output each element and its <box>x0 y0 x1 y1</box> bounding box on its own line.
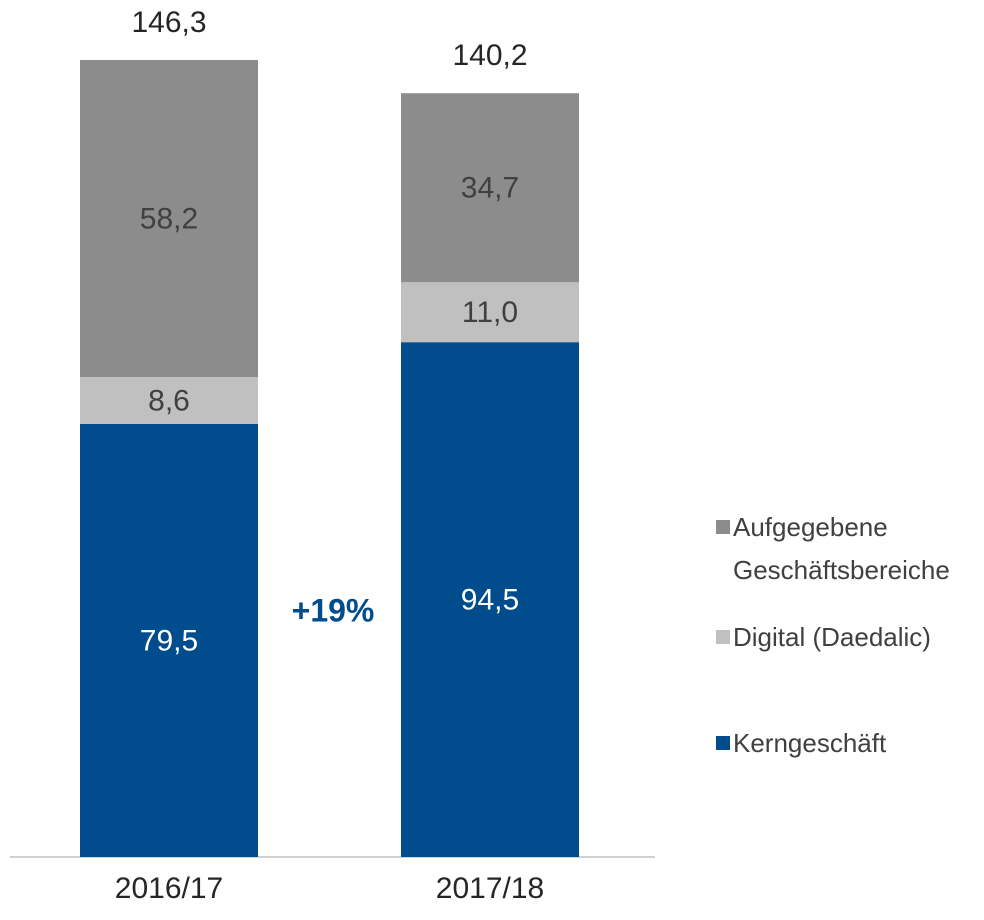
bar-segment <box>80 377 258 424</box>
total-label: 146,3 <box>131 6 206 39</box>
x-tick-label: 2017/18 <box>436 872 544 905</box>
legend-swatch <box>716 736 730 750</box>
annotation: +19% <box>292 592 375 628</box>
value-label: 34,7 <box>461 172 519 205</box>
value-label: 94,5 <box>461 584 519 617</box>
value-label: 8,6 <box>148 384 190 417</box>
value-label: 79,5 <box>140 624 198 657</box>
legend-item: Kerngeschäft <box>716 722 984 765</box>
legend-label: Aufgegebene Geschäftsbereiche <box>733 512 950 585</box>
legend-label: Digital (Daedalic) <box>733 622 931 652</box>
legend-item: Digital (Daedalic) <box>716 616 984 659</box>
value-label: 58,2 <box>140 202 198 235</box>
value-label: 11,0 <box>462 296 518 329</box>
legend-item: Aufgegebene Geschäftsbereiche <box>716 506 984 592</box>
legend-swatch <box>716 520 730 534</box>
bar-segment <box>401 282 579 343</box>
total-label: 140,2 <box>452 39 527 72</box>
bar-segment <box>80 423 258 857</box>
bar-segment <box>401 93 579 283</box>
legend-label: Kerngeschäft <box>733 728 887 758</box>
bar-segment <box>80 60 258 378</box>
bar-segment <box>401 342 579 857</box>
x-tick-label: 2016/17 <box>115 872 223 905</box>
legend-swatch <box>716 630 730 644</box>
